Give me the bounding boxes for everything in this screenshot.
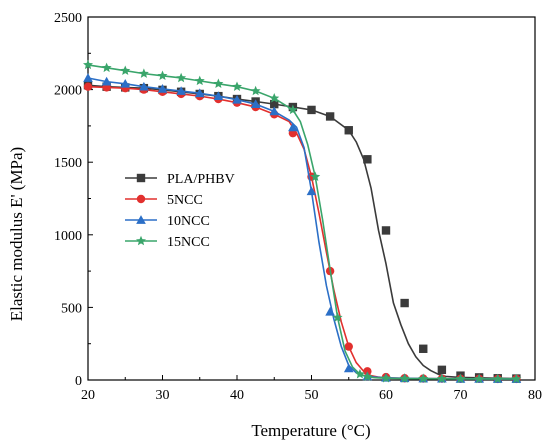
- x-axis-title: Temperature (°C): [251, 421, 370, 440]
- data-point: [139, 81, 149, 91]
- data-point: [362, 371, 373, 382]
- data-point: [418, 373, 429, 383]
- data-point: [120, 78, 131, 88]
- data-point: [120, 65, 131, 75]
- x-tick-label: 20: [81, 388, 95, 403]
- y-tick-label: 1000: [54, 229, 82, 244]
- data-point: [101, 62, 112, 73]
- x-tick-label: 80: [528, 388, 542, 403]
- y-tick-label: 2000: [54, 84, 82, 99]
- data-point: [306, 186, 317, 196]
- data-point: [363, 367, 372, 376]
- data-point: [269, 106, 280, 116]
- legend: PLA/PHBV 5NCC 10NCC 15NCC: [125, 172, 235, 250]
- data-point: [363, 155, 372, 164]
- data-point: [419, 344, 428, 353]
- data-point: [213, 78, 224, 89]
- legend-label: 10NCC: [167, 214, 210, 229]
- y-axis: 0 500 1000 1500 2000 2500: [54, 11, 93, 389]
- data-point: [354, 368, 365, 379]
- data-point: [511, 373, 522, 384]
- data-point: [288, 122, 298, 132]
- legend-marker: [136, 194, 146, 204]
- data-point: [436, 373, 447, 384]
- data-point: [307, 105, 316, 115]
- y-tick-label: 0: [75, 374, 82, 389]
- data-point: [455, 373, 466, 384]
- x-tick-label: 40: [230, 388, 244, 403]
- data-point: [344, 126, 353, 135]
- data-point: [343, 363, 354, 373]
- data-point: [213, 91, 224, 100]
- y-axis-title: Elastic modulus E' (MPa): [7, 147, 26, 321]
- series-10ncc: [83, 73, 522, 383]
- data-point: [332, 312, 343, 322]
- y-tick-label: 2500: [54, 11, 82, 26]
- y-tick-label: 1500: [54, 156, 82, 171]
- data-point: [157, 70, 168, 81]
- data-point: [492, 373, 503, 384]
- data-point: [176, 86, 186, 95]
- x-tick-label: 60: [379, 388, 393, 403]
- legend-label: PLA/PHBV: [167, 172, 235, 187]
- data-point: [232, 94, 242, 104]
- x-tick-label: 50: [305, 388, 319, 403]
- data-point: [83, 59, 93, 70]
- x-tick-label: 30: [156, 388, 170, 403]
- series-line: [87, 85, 517, 380]
- series-layer: [83, 59, 522, 384]
- legend-label: 5NCC: [167, 193, 203, 208]
- data-point: [138, 68, 149, 78]
- data-point: [176, 72, 187, 83]
- x-tick-label: 70: [454, 388, 468, 403]
- series-15ncc: [83, 59, 522, 384]
- data-point: [325, 112, 335, 121]
- data-point: [474, 373, 485, 384]
- series-line: [87, 64, 517, 380]
- data-point: [325, 306, 335, 316]
- data-point: [250, 85, 261, 96]
- data-point: [157, 84, 168, 93]
- data-point: [310, 171, 321, 181]
- data-point: [269, 93, 280, 103]
- data-point: [101, 76, 112, 86]
- data-point: [400, 298, 409, 308]
- data-point: [344, 342, 353, 351]
- data-point: [194, 88, 205, 98]
- data-point: [437, 365, 447, 375]
- legend-marker: [136, 173, 146, 183]
- x-axis: 20 30 40 50 60 70 80: [81, 375, 542, 403]
- legend-marker: [136, 235, 146, 246]
- data-point: [194, 75, 205, 86]
- data-point: [381, 226, 391, 235]
- data-point: [83, 82, 93, 91]
- data-point: [232, 81, 242, 91]
- data-point: [250, 99, 261, 108]
- data-point: [381, 373, 391, 383]
- series-line: [87, 77, 517, 380]
- y-tick-label: 500: [61, 301, 82, 316]
- data-point: [270, 99, 279, 109]
- data-point: [83, 73, 93, 82]
- legend-marker: [136, 215, 146, 224]
- data-point: [287, 104, 298, 115]
- legend-label: 15NCC: [167, 235, 210, 250]
- data-point: [399, 373, 410, 383]
